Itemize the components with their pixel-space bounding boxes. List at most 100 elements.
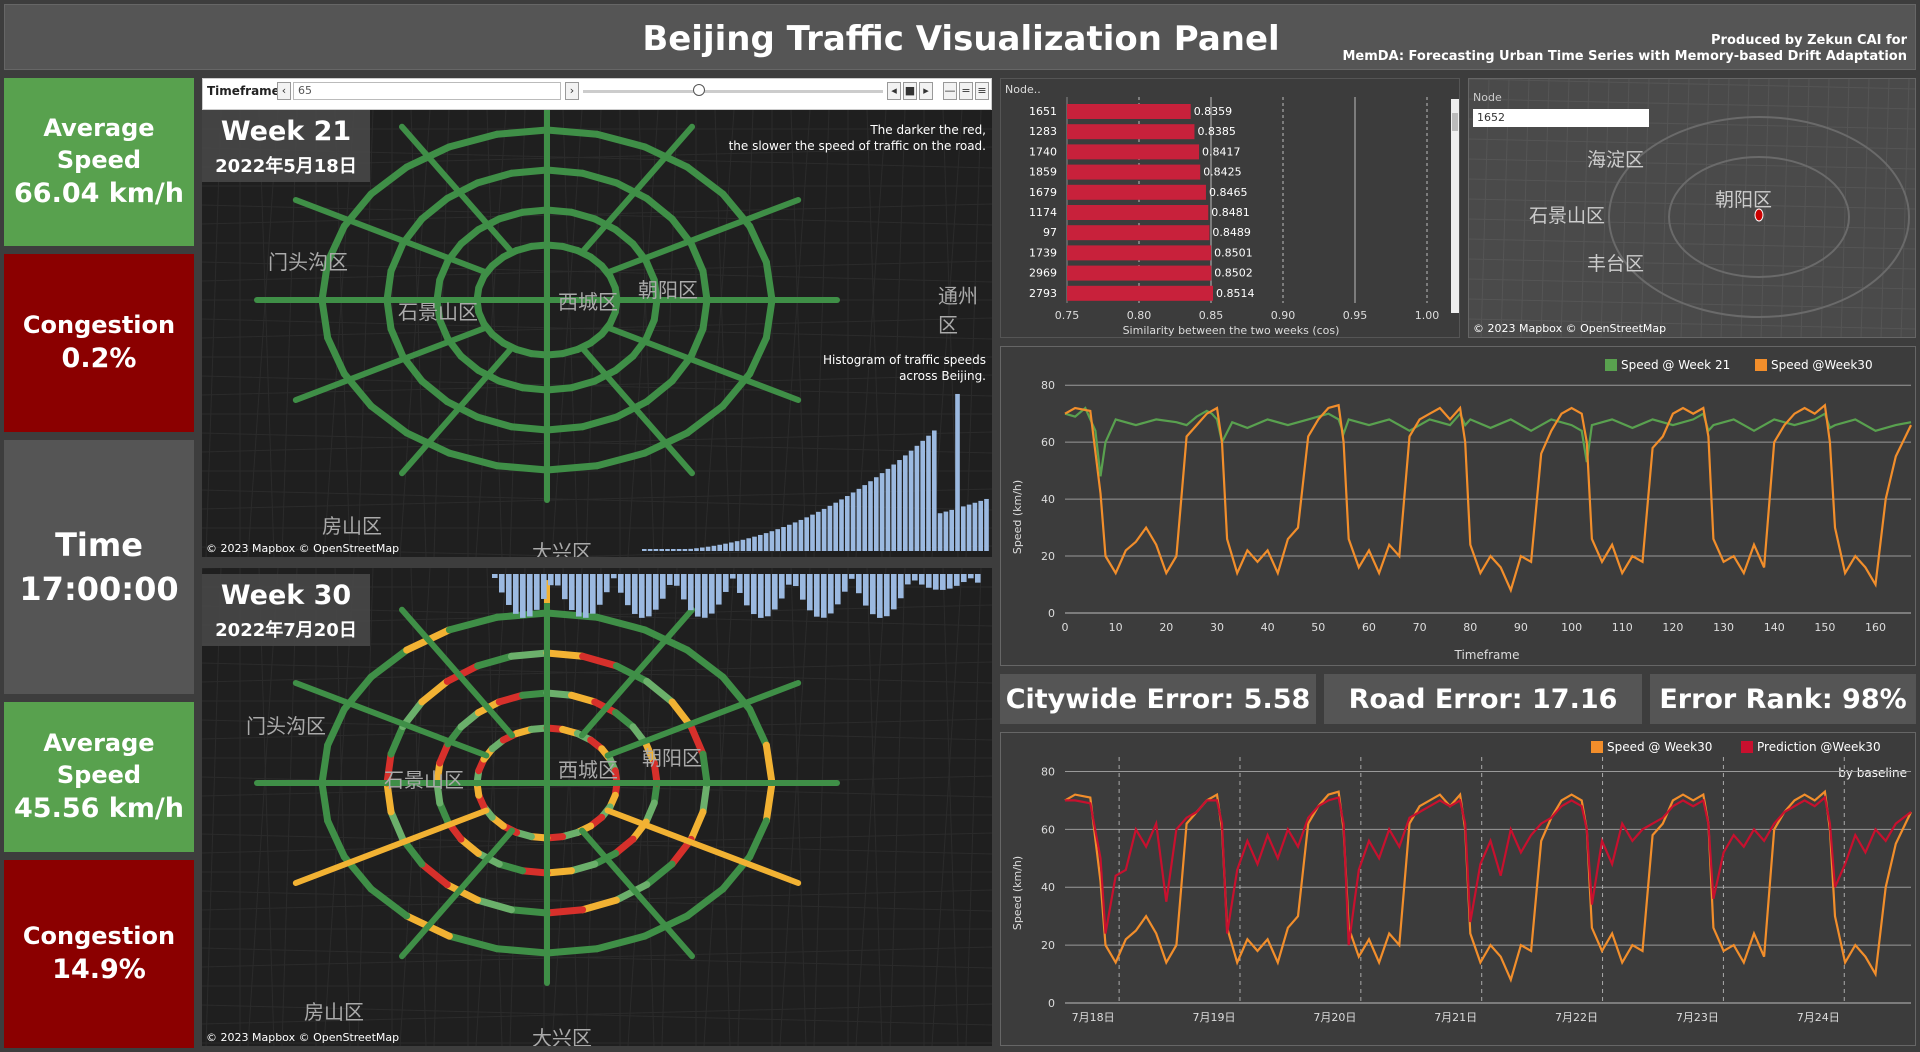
ring-road-segment <box>493 462 551 474</box>
street-line <box>714 568 731 1046</box>
legend-swatch-week30 <box>1755 359 1767 371</box>
histogram-bar <box>492 574 498 578</box>
legend-actual: Speed @ Week30 <box>1607 740 1712 754</box>
stop-button[interactable]: ■ <box>903 82 917 100</box>
ring-road-segment <box>324 222 348 266</box>
street-line <box>1900 79 1910 337</box>
map-copyright: © 2023 Mapbox © OpenStreetMap <box>206 542 400 555</box>
ring-road-segment <box>445 613 501 634</box>
x-tick-label: 7月24日 <box>1797 1011 1840 1024</box>
histogram-bar <box>786 574 792 585</box>
histogram-bar <box>734 541 740 551</box>
histogram-bar <box>665 549 670 551</box>
radial-road <box>292 680 490 759</box>
street-line <box>258 568 275 1046</box>
histogram-bar <box>709 574 715 614</box>
timeframe-slider-track[interactable] <box>583 90 883 93</box>
ring-road-segment <box>474 169 515 187</box>
bar-value-label: 0.8465 <box>1209 186 1248 199</box>
street-line <box>334 110 351 557</box>
histogram-bar <box>920 440 925 551</box>
x-tick-label: 100 <box>1561 621 1582 634</box>
ring-road-segment <box>699 779 711 816</box>
ring-road-segment <box>579 413 620 431</box>
street-line <box>931 110 963 557</box>
map-week30[interactable]: Week 30 2022年7月20日 门头沟区 石景山区 西城区 朝阳区 房山区… <box>202 568 992 1046</box>
histogram-bar <box>966 504 972 551</box>
radial-road <box>604 807 802 886</box>
ring-road-segment <box>746 222 770 266</box>
district-label: 通州区 <box>938 284 978 337</box>
histogram-bar <box>711 545 717 551</box>
histogram-bar <box>688 548 693 551</box>
node-column-header: Node.. <box>1005 83 1041 96</box>
street-line <box>965 568 982 1046</box>
street-line <box>551 110 583 557</box>
timeframe-prev-button[interactable]: ‹ <box>277 82 291 100</box>
histogram-bar <box>807 574 813 611</box>
credit-line-1: Produced by Zekun CAI for <box>1711 33 1907 48</box>
timeframe-label: Timeframe <box>207 84 280 98</box>
histogram-bar <box>984 498 989 551</box>
y-tick-label: 40 <box>1041 881 1055 894</box>
histogram-bar <box>758 574 764 618</box>
ring-road-segment <box>507 649 551 660</box>
node-select[interactable]: 1652 <box>1473 109 1649 127</box>
header-bar: Beijing Traffic Visualization Panel Prod… <box>4 4 1916 70</box>
speed-fast-icon[interactable]: ≡ <box>975 82 989 100</box>
node-minimap[interactable]: Node 1652 海淀区 石景山区 朝阳区 丰台区 © 2023 Mapbox… <box>1468 78 1916 338</box>
ring-road-segment <box>418 860 451 889</box>
play-back-button[interactable]: ◂ <box>887 82 901 100</box>
speed-comparison-chart: Speed @ Week 21 Speed @Week30 Speed (km/… <box>1011 358 1912 662</box>
play-forward-button[interactable]: ▸ <box>919 82 933 100</box>
histogram-bar <box>947 574 953 589</box>
street-line <box>202 662 992 684</box>
bar-category-label: 1651 <box>1029 105 1057 118</box>
histogram-bar <box>926 574 932 588</box>
ring-road-segment <box>543 462 601 474</box>
street-line <box>247 110 279 557</box>
map-week21[interactable]: Week 21 2022年5月18日 The darker the red, t… <box>202 110 992 557</box>
speed-medium-icon[interactable]: = <box>959 82 973 100</box>
histogram-bar <box>856 574 862 594</box>
pred-y-label: Speed (km/h) <box>1011 856 1024 930</box>
ring-road-segment <box>567 208 599 223</box>
bar-value-label: 0.8359 <box>1194 105 1233 118</box>
ring-road-segment <box>418 677 451 706</box>
histogram-bar <box>632 574 638 614</box>
histogram-bar <box>646 574 652 617</box>
similarity-scroll-thumb[interactable] <box>1452 113 1458 131</box>
ring-road-segment <box>324 334 348 378</box>
histogram-bar <box>527 574 533 617</box>
histogram-bar <box>912 574 918 581</box>
street-line <box>1469 178 1915 190</box>
x-tick-label: 0.85 <box>1199 309 1224 322</box>
legend-week21: Speed @ Week 21 <box>1621 358 1730 372</box>
street-line <box>1860 79 1870 337</box>
x-tick-label: 110 <box>1612 621 1633 634</box>
histogram-bar <box>870 574 876 615</box>
street-line <box>202 832 992 854</box>
street-line <box>202 489 992 511</box>
street-line <box>202 1004 992 1026</box>
histogram-bar <box>821 574 827 618</box>
ring-road-segment <box>612 881 651 904</box>
speed-slow-icon[interactable]: — <box>943 82 957 100</box>
ring-road-segment <box>443 881 482 904</box>
ring-road-segment <box>519 384 551 394</box>
timeframe-slider-thumb[interactable] <box>693 84 705 96</box>
bar-category-label: 2969 <box>1029 267 1057 280</box>
street-line <box>866 110 883 557</box>
timeframe-next-button[interactable]: › <box>565 82 579 100</box>
legend-week30: Speed @Week30 <box>1771 358 1873 372</box>
similarity-bar <box>1067 265 1212 281</box>
ring-road-segment <box>683 885 727 920</box>
street-line <box>202 947 992 969</box>
histogram-bar <box>716 574 722 605</box>
ring-road-segment <box>699 296 711 333</box>
histogram-bar <box>897 460 902 551</box>
timeframe-select[interactable]: 65 <box>293 82 561 100</box>
similarity-scrollbar[interactable] <box>1451 99 1459 313</box>
bar-value-label: 0.8514 <box>1216 287 1255 300</box>
histogram-bar <box>660 574 666 599</box>
